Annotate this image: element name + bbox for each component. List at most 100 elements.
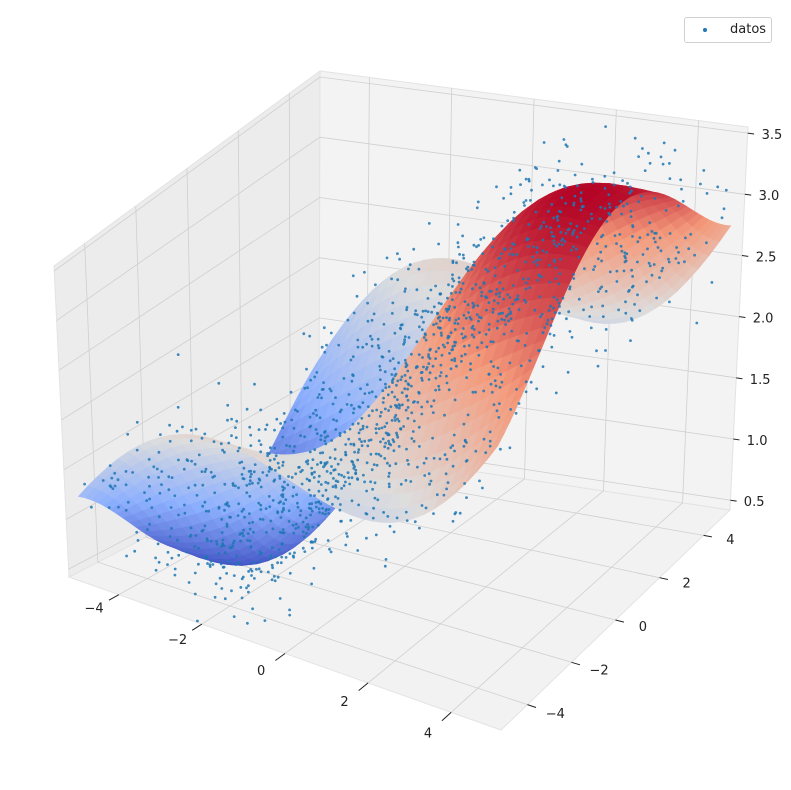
data-point: [393, 395, 397, 399]
data-point: [160, 483, 163, 486]
data-point: [543, 326, 547, 329]
data-point: [413, 312, 417, 316]
data-point: [633, 136, 637, 140]
data-point: [281, 528, 285, 531]
data-point: [493, 379, 497, 383]
data-point: [400, 375, 404, 379]
data-point: [477, 319, 480, 323]
data-point: [699, 182, 702, 186]
data-point: [376, 498, 380, 502]
data-point: [287, 475, 290, 478]
data-point: [232, 615, 236, 618]
data-point: [309, 540, 313, 544]
data-point: [227, 560, 231, 563]
data-point: [306, 523, 309, 526]
data-point: [204, 467, 208, 471]
data-point: [344, 450, 347, 454]
data-point: [261, 471, 265, 474]
data-point: [372, 463, 376, 466]
data-point: [469, 368, 472, 371]
data-point: [236, 449, 240, 453]
data-point: [269, 519, 273, 523]
data-point: [449, 331, 453, 335]
data-point: [177, 458, 180, 462]
data-point: [253, 382, 256, 386]
data-point: [101, 479, 105, 482]
data-point: [383, 457, 387, 460]
data-point: [308, 415, 312, 419]
data-point: [572, 203, 576, 207]
data-point: [535, 246, 539, 250]
data-point: [511, 253, 515, 257]
data-point: [248, 479, 252, 483]
data-point: [569, 222, 573, 226]
data-point: [300, 482, 304, 486]
data-point: [604, 245, 608, 248]
data-point: [245, 484, 249, 487]
data-point: [519, 364, 523, 368]
data-point: [301, 530, 305, 534]
data-point: [674, 257, 678, 260]
data-point: [384, 382, 387, 386]
data-point: [314, 428, 318, 431]
data-point: [439, 302, 443, 306]
data-point: [251, 607, 255, 611]
data-point: [197, 546, 201, 550]
data-point: [554, 391, 558, 395]
data-point: [553, 311, 557, 314]
data-point: [656, 246, 660, 249]
data-point: [249, 433, 253, 437]
data-point: [491, 311, 495, 314]
data-point: [356, 478, 360, 481]
data-point: [403, 373, 407, 377]
data-point: [268, 467, 272, 471]
data-point: [555, 215, 559, 219]
data-point: [399, 482, 403, 486]
data-point: [279, 422, 282, 425]
data-point: [328, 547, 331, 551]
data-point: [292, 555, 295, 559]
data-point: [314, 537, 318, 541]
data-point: [338, 431, 342, 435]
data-point: [458, 291, 462, 294]
data-point: [334, 479, 338, 483]
data-point: [446, 296, 449, 300]
data-point: [450, 348, 454, 352]
data-point: [404, 479, 408, 482]
data-point: [567, 310, 571, 314]
data-point: [235, 554, 238, 558]
data-point: [326, 539, 330, 542]
data-point: [265, 474, 269, 477]
data-point: [501, 287, 505, 291]
data-point: [472, 243, 476, 247]
data-point: [437, 301, 441, 305]
data-point: [308, 334, 312, 338]
data-point: [189, 428, 193, 432]
data-point: [454, 511, 458, 514]
data-point: [214, 582, 218, 586]
data-point: [509, 247, 513, 250]
data-point: [638, 236, 642, 240]
data-point: [268, 505, 272, 509]
data-point: [246, 532, 250, 535]
data-point: [480, 294, 483, 298]
data-point: [342, 377, 346, 380]
data-point: [552, 242, 556, 246]
data-point: [154, 568, 158, 572]
data-point: [608, 270, 612, 274]
data-point: [626, 181, 629, 185]
data-point: [461, 253, 465, 257]
data-point: [247, 590, 250, 594]
data-point: [338, 434, 342, 437]
data-point: [702, 169, 706, 172]
data-point: [230, 434, 233, 437]
data-point: [474, 283, 478, 286]
data-point: [481, 252, 485, 256]
data-point: [550, 203, 554, 206]
data-point: [399, 427, 403, 431]
data-point: [583, 267, 586, 271]
data-point: [683, 260, 686, 264]
data-point: [339, 458, 343, 462]
data-point: [427, 362, 431, 365]
data-point: [444, 307, 448, 311]
